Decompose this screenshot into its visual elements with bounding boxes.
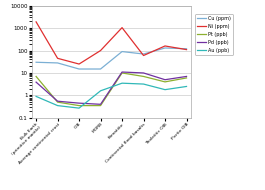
Pd (ppb) — [164, 79, 167, 81]
Ni (ppm) — [99, 49, 102, 52]
Ni (ppm) — [34, 21, 38, 23]
Ni (ppm) — [121, 26, 124, 29]
Cu (ppm) — [56, 62, 59, 64]
Pt (ppb) — [121, 72, 124, 74]
Pt (ppb) — [56, 101, 59, 103]
Au (ppb) — [121, 82, 124, 84]
Cu (ppm) — [34, 61, 38, 63]
Line: Pt (ppb): Pt (ppb) — [36, 73, 187, 106]
Pt (ppb) — [77, 105, 81, 107]
Au (ppb) — [34, 95, 38, 97]
Cu (ppm) — [99, 68, 102, 70]
Legend: Cu (ppm), Ni (ppm), Pt (ppb), Pd (ppb), Au (ppb): Cu (ppm), Ni (ppm), Pt (ppb), Pd (ppb), … — [195, 14, 233, 55]
Ni (ppm) — [185, 48, 188, 51]
Cu (ppm) — [142, 53, 145, 55]
Ni (ppm) — [164, 45, 167, 47]
Ni (ppm) — [56, 57, 59, 59]
Line: Au (ppb): Au (ppb) — [36, 83, 187, 108]
Au (ppb) — [185, 85, 188, 88]
Line: Cu (ppm): Cu (ppm) — [36, 48, 187, 69]
Ni (ppm) — [77, 63, 81, 65]
Pd (ppb) — [185, 75, 188, 78]
Cu (ppm) — [121, 50, 124, 53]
Pt (ppb) — [34, 75, 38, 78]
Pt (ppb) — [185, 77, 188, 79]
Pd (ppb) — [77, 102, 81, 104]
Au (ppb) — [99, 90, 102, 92]
Line: Ni (ppm): Ni (ppm) — [36, 22, 187, 64]
Pd (ppb) — [142, 72, 145, 74]
Pt (ppb) — [99, 105, 102, 107]
Pt (ppb) — [142, 75, 145, 78]
Cu (ppm) — [164, 47, 167, 49]
Pd (ppb) — [99, 103, 102, 105]
Cu (ppm) — [77, 68, 81, 70]
Au (ppb) — [142, 83, 145, 85]
Pt (ppb) — [164, 81, 167, 83]
Cu (ppm) — [185, 48, 188, 50]
Ni (ppm) — [142, 54, 145, 57]
Pd (ppb) — [56, 100, 59, 102]
Line: Pd (ppb): Pd (ppb) — [36, 72, 187, 104]
Pd (ppb) — [121, 71, 124, 73]
Au (ppb) — [164, 89, 167, 91]
Au (ppb) — [56, 105, 59, 107]
Pd (ppb) — [34, 81, 38, 83]
Au (ppb) — [77, 107, 81, 109]
